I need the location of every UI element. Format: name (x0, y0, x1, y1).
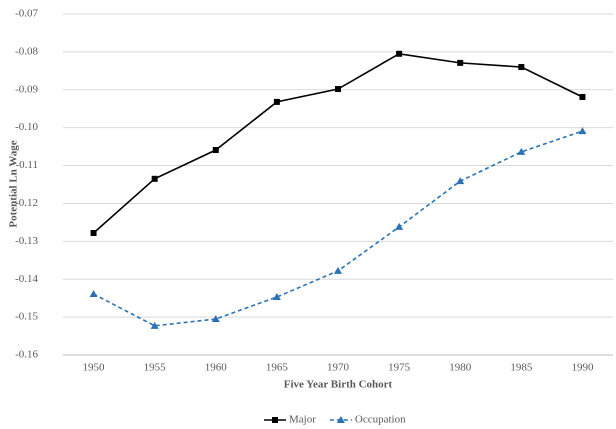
marker (335, 86, 341, 93)
marker (334, 266, 342, 274)
marker (578, 127, 587, 135)
marker (396, 50, 403, 57)
y-tick-label: -0.10 (15, 121, 38, 133)
marker (517, 147, 526, 155)
marker (518, 64, 525, 71)
legend-label: Major (289, 414, 316, 426)
marker (457, 59, 464, 66)
marker (151, 175, 158, 182)
x-tick-label: 1985 (510, 362, 533, 374)
marker (89, 289, 98, 297)
marker (273, 98, 280, 105)
marker (395, 222, 404, 230)
series-line (93, 52, 583, 234)
x-tick-label: 1950 (83, 362, 106, 374)
x-tick-label: 1980 (449, 362, 472, 374)
marker (272, 293, 281, 301)
x-tick-label: 1965 (266, 362, 289, 374)
x-tick-label: 1955 (144, 362, 167, 374)
y-tick-label: -0.08 (15, 45, 38, 57)
x-tick-label: 1970 (327, 362, 350, 374)
x-tick-label: 1960 (205, 362, 228, 374)
y-tick-label: -0.09 (15, 83, 38, 95)
marker (150, 321, 159, 329)
y-tick-label: -0.15 (15, 311, 38, 323)
y-tick-label: -0.07 (15, 8, 38, 20)
marker (456, 177, 465, 185)
y-axis-title: Potential Ln Wage (8, 140, 20, 227)
y-tick-label: -0.13 (15, 235, 38, 247)
y-tick-label: -0.16 (15, 349, 38, 361)
marker (212, 147, 219, 154)
y-tick-label: -0.11 (15, 159, 38, 171)
x-tick-label: 1975 (388, 362, 411, 374)
legend-marker (272, 417, 278, 423)
marker (579, 93, 586, 100)
marker (211, 315, 220, 323)
y-tick-label: -0.14 (15, 273, 38, 285)
x-tick-label: 1990 (571, 362, 594, 374)
series-line (93, 130, 583, 327)
legend-label: Occupation (355, 414, 406, 426)
legend-marker (336, 416, 345, 423)
y-tick-label: -0.12 (15, 197, 38, 209)
marker (90, 229, 97, 236)
x-axis-title: Five Year Birth Cohort (284, 379, 393, 391)
